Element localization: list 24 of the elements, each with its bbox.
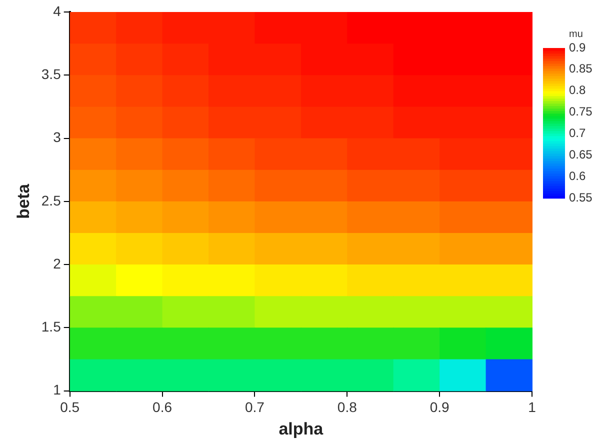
x-tick-label: 0.7 (244, 399, 265, 416)
x-tick-label: 1 (528, 399, 536, 416)
y-tick-label: 1 (53, 382, 62, 398)
color-bar-label: 0.75 (569, 104, 593, 119)
y-tick-label: 2.5 (41, 192, 62, 208)
color-bar-label: 0.55 (569, 190, 593, 204)
color-bar-label: 0.8 (569, 83, 586, 98)
color-bar-label: 0.9 (569, 40, 586, 54)
color-bar-label: 0.7 (569, 126, 586, 140)
color-bar-label: 0.65 (569, 147, 593, 162)
x-tick-label: 0.9 (430, 399, 450, 416)
x-tick-label: 0.5 (60, 399, 80, 416)
x-tick-label: 0.8 (337, 399, 358, 416)
color-bar-label: 0.6 (569, 168, 586, 183)
y-tick-label: 3 (53, 129, 62, 146)
color-bar-label: 0.85 (569, 62, 593, 76)
y-tick-label: 4 (53, 2, 62, 19)
y-tick-label: 2 (53, 255, 62, 272)
color-bar-title: mu (569, 28, 583, 40)
y-axis-title: beta (14, 183, 33, 219)
x-axis-title: alpha (278, 419, 324, 438)
x-tick-label: 0.6 (152, 399, 172, 416)
y-tick-label: 1.5 (41, 318, 62, 335)
y-tick-label: 3.5 (41, 66, 62, 82)
